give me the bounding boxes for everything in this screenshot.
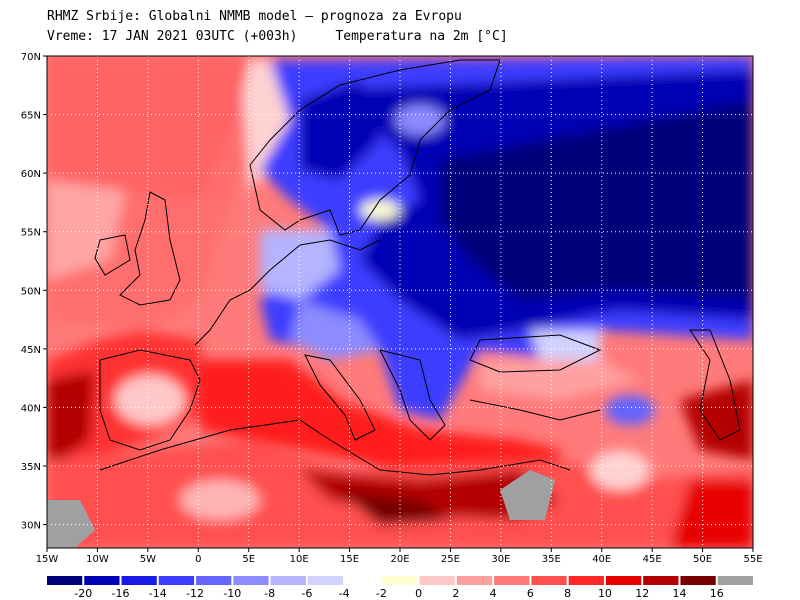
legend-label: -14	[149, 587, 167, 600]
legend-swatch	[270, 576, 306, 585]
legend-swatch	[196, 576, 232, 585]
legend-swatch	[344, 575, 381, 586]
lon-label: 10E	[290, 554, 309, 565]
legend-swatch	[605, 576, 642, 585]
lat-label: 70N	[21, 52, 41, 63]
color-legend: -20 -16 -14 -12 -10 -8 -6 -4 -2 0 2 4 6 8 10 12 14 16	[47, 575, 753, 600]
variable-name: Temperatura na 2m [°C]	[335, 29, 508, 44]
legend-swatch	[680, 576, 716, 585]
lon-label: 20E	[390, 554, 409, 565]
legend-swatch	[84, 576, 120, 585]
legend-label: 14	[672, 587, 686, 600]
lon-label: 10W	[86, 554, 109, 565]
legend-swatch	[419, 576, 455, 585]
legend-label: 2	[452, 587, 459, 600]
lon-label: 45E	[643, 554, 662, 565]
lon-label: 5E	[242, 554, 255, 565]
lat-label: 40N	[21, 403, 41, 414]
graticule	[47, 56, 753, 548]
legend-label: -20	[74, 587, 92, 600]
legend-swatch	[307, 576, 344, 585]
lon-label: 5W	[140, 554, 156, 565]
lat-label: 60N	[21, 169, 41, 180]
forecast-time: Vreme: 17 JAN 2021 03UTC (+003h)	[47, 29, 298, 44]
lat-label: 55N	[21, 228, 41, 239]
lon-label: 55E	[743, 554, 762, 565]
latitude-labels: 70N 65N 60N 55N 50N 45N 40N 35N 30N	[21, 52, 41, 532]
legend-swatch	[158, 576, 195, 585]
lat-label: 30N	[21, 521, 41, 532]
temperature-field	[47, 56, 753, 548]
legend-swatch	[643, 576, 679, 585]
lat-label: 65N	[21, 111, 41, 122]
legend-label: 0	[415, 587, 422, 600]
legend-label: 4	[490, 587, 497, 600]
lon-label: 15E	[340, 554, 359, 565]
lon-label: 25E	[441, 554, 460, 565]
legend-swatch	[568, 576, 604, 585]
legend-swatch	[233, 576, 269, 585]
legend-label: -6	[301, 587, 312, 600]
lon-label: 40E	[592, 554, 611, 565]
legend-label: -16	[112, 587, 130, 600]
lon-label: 15W	[36, 554, 59, 565]
lon-label: 0	[195, 554, 201, 565]
legend-label: 6	[527, 587, 534, 600]
map-subtitle: Vreme: 17 JAN 2021 03UTC (+003h) Temperat…	[47, 29, 508, 45]
legend-swatch	[494, 576, 530, 585]
legend-swatch	[121, 576, 157, 585]
map-title: RHMZ Srbije: Globalni NMMB model — progn…	[47, 9, 462, 24]
lat-label: 50N	[21, 286, 41, 297]
legend-label: -2	[376, 587, 387, 600]
legend-label: -4	[339, 587, 350, 600]
legend-swatch	[382, 576, 418, 585]
legend-label: 16	[710, 587, 724, 600]
lon-label: 30E	[491, 554, 510, 565]
axis-ticks	[43, 55, 754, 552]
legend-label: 8	[564, 587, 571, 600]
lat-label: 35N	[21, 462, 41, 473]
legend-label: 10	[598, 587, 612, 600]
legend-label: 12	[635, 587, 649, 600]
legend-label: -8	[264, 587, 275, 600]
legend-swatch	[717, 576, 753, 585]
legend-swatch	[531, 576, 567, 585]
longitude-labels: 15W 10W 5W 0 5E 10E 15E 20E 25E 30E 35E 40E 45E 50E 55…	[36, 554, 763, 565]
lon-label: 35E	[542, 554, 561, 565]
coastlines	[94, 59, 741, 476]
legend-swatch	[456, 576, 493, 585]
lon-label: 50E	[693, 554, 712, 565]
legend-label: -10	[223, 587, 241, 600]
legend-label: -12	[186, 587, 204, 600]
legend-swatch	[47, 576, 83, 585]
lat-label: 45N	[21, 345, 41, 356]
